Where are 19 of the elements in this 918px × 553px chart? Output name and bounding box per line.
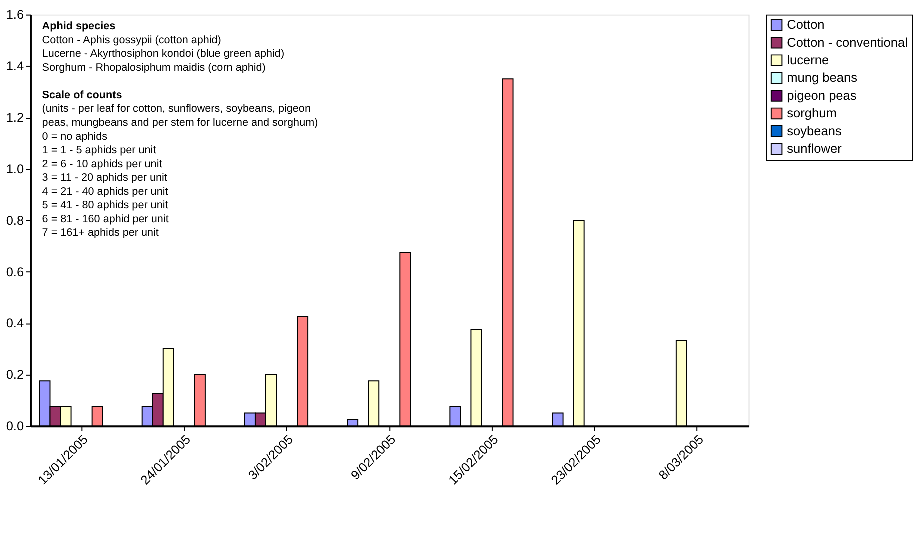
legend-label: sorghum xyxy=(787,106,837,121)
legend-label: lucerne xyxy=(787,52,830,68)
legend-label: Cotton xyxy=(787,17,825,32)
legend-label: pigeon peas xyxy=(787,88,857,103)
y-tick-label: 0.0 xyxy=(6,418,24,434)
text: Aphid species Cotton - Aphis gossypii (cotton aphid) Lucerne - Akyrthosiphon kondoi (blue green aphid) Sorghum - Rhopalosiphum maidis (corn aphid) xyxy=(42,20,285,74)
text: Scale of counts (units - per leaf for cotton, sunflowers, soybeans, pigeon peas, mungbeans and per stem for lucerne and sorghum) 0 = no aphids 1 = 1 - 5 aphids per unit 2 = 6 - 10 aphids per unit 3 = 11 - 20 aphids per unit 4 = 21 - 40 aphids per unit 5 = 41 - 80 aphids per unit 6 = 81 - 160 aphid per unit 7 = 161+ aphids per unit xyxy=(42,89,318,240)
y-tick-label: 1.0 xyxy=(6,161,24,176)
y-tick-label: 0.4 xyxy=(6,316,24,331)
legend-label: sunflower xyxy=(787,141,843,156)
y-tick-label: 0.2 xyxy=(6,367,24,382)
y-tick-label: 0.6 xyxy=(6,264,24,280)
legend-label: Cotton - conventional xyxy=(787,34,908,50)
y-tick-label: 1.6 xyxy=(6,7,24,22)
legend-label: soybeans xyxy=(787,123,842,138)
y-tick-label: 0.8 xyxy=(6,212,24,228)
y-tick-label: 1.4 xyxy=(6,58,24,74)
legend-label: mung beans xyxy=(787,70,858,86)
y-tick-label: 1.2 xyxy=(6,110,24,126)
